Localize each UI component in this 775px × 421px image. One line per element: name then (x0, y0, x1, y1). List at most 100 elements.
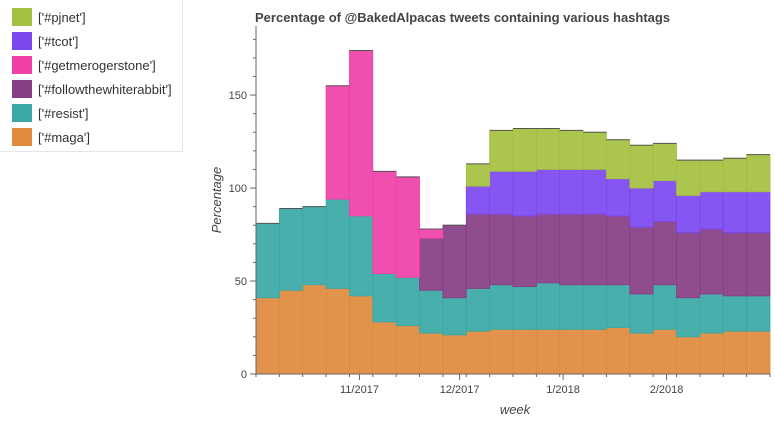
x-tick-label: 2/2018 (650, 384, 684, 396)
area-segment (606, 139, 631, 180)
area-segment (699, 332, 724, 375)
area-segment (419, 332, 444, 375)
area-segment (606, 284, 631, 328)
area-segment (302, 206, 327, 286)
area-segment (512, 286, 537, 330)
area-segment (746, 232, 771, 297)
area-segment (278, 208, 304, 291)
area-segment (746, 295, 771, 332)
area-segment (582, 328, 607, 375)
area-segment (489, 328, 514, 375)
area-segment (629, 144, 654, 189)
legend-swatch (12, 104, 32, 122)
legend-swatch (12, 56, 32, 74)
area-segment (419, 289, 444, 334)
legend-swatch (12, 32, 32, 50)
area-segment (512, 128, 537, 172)
area-segment (512, 328, 537, 375)
area-segment (699, 228, 724, 295)
area-segment (325, 85, 350, 200)
y-tick-label: 0 (241, 369, 247, 381)
area-segment (559, 328, 584, 375)
area-segment (442, 297, 467, 336)
x-axis: 11/2017 12/2017 1/2018 2/2018 (255, 373, 771, 396)
area-segment (676, 232, 701, 299)
x-axis-label: week (500, 402, 532, 417)
area-segment (699, 159, 724, 193)
area-segment (676, 336, 701, 375)
series-resist (255, 198, 771, 338)
area-segment (722, 232, 748, 297)
legend-item[interactable]: ['#pjnet'] (12, 8, 86, 26)
area-segment (652, 180, 677, 222)
area-segment (722, 157, 748, 193)
legend-label: ['#resist'] (38, 105, 89, 121)
legend-label: ['#pjnet'] (38, 9, 86, 25)
area-segment (629, 226, 654, 295)
area-segment (465, 288, 491, 332)
area-segment (582, 169, 607, 215)
y-axis-label: Percentage (209, 167, 224, 234)
area-segment (535, 328, 561, 375)
area-segment (419, 237, 444, 291)
area-segment (489, 130, 514, 172)
area-segment (722, 295, 748, 332)
area-segment (652, 221, 677, 286)
y-tick-label: 150 (229, 90, 247, 102)
area-segment (489, 284, 514, 330)
area-segment (722, 191, 748, 234)
legend: ['#pjnet'] ['#tcot'] ['#getmerogerstone'] [… (0, 0, 183, 152)
area-segment (465, 185, 491, 215)
area-segment (582, 213, 607, 286)
area-segment (325, 288, 350, 375)
area-segment (325, 198, 350, 289)
area-segment (395, 176, 420, 278)
area-segment (442, 224, 467, 299)
area-segment (652, 143, 677, 182)
legend-item[interactable]: ['#maga'] (12, 128, 90, 146)
area-segment (699, 293, 724, 334)
legend-label: ['#getmerogerstone'] (38, 57, 156, 73)
area-segment (255, 297, 280, 375)
x-tick-label: 11/2017 (340, 384, 379, 396)
legend-item[interactable]: ['#tcot'] (12, 32, 78, 50)
legend-item[interactable]: ['#resist'] (12, 104, 88, 122)
series-tcot (465, 169, 771, 234)
area-segment (652, 328, 677, 375)
area-segment (535, 213, 561, 284)
area-segment (465, 213, 491, 289)
area-segment (722, 330, 748, 375)
area-segment (489, 213, 514, 286)
x-tick-label: 12/2017 (440, 384, 480, 396)
legend-item[interactable]: ['#followthewhiterabbit'] (12, 80, 172, 98)
area-segment (676, 297, 701, 338)
legend-label: ['#followthewhiterabbit'] (38, 81, 172, 97)
area-segment (395, 276, 420, 327)
series-maga (255, 284, 771, 375)
area-segment (419, 228, 444, 239)
y-tick-label: 50 (235, 276, 247, 288)
area-segment (699, 191, 724, 230)
series-getmerogerstone (325, 50, 444, 278)
area-segment (559, 169, 584, 215)
area-segment (606, 327, 631, 375)
area-segment (278, 289, 304, 375)
area-segment (372, 273, 397, 323)
area-segment (535, 169, 561, 215)
area-segment (582, 284, 607, 330)
y-tick-label: 100 (229, 183, 247, 195)
area-segment (606, 215, 631, 286)
area-segment (559, 284, 584, 330)
area-segment (465, 330, 491, 375)
area-segment (676, 195, 701, 234)
legend-item[interactable]: ['#getmerogerstone'] (12, 56, 156, 74)
legend-label: ['#tcot'] (38, 33, 79, 49)
area-segment (559, 130, 584, 170)
area-segment (512, 215, 537, 288)
area-segment (395, 325, 420, 375)
legend-label: ['#maga'] (38, 129, 90, 145)
plot-area (255, 49, 771, 375)
area-segment (746, 330, 771, 375)
area-segment (465, 163, 491, 187)
